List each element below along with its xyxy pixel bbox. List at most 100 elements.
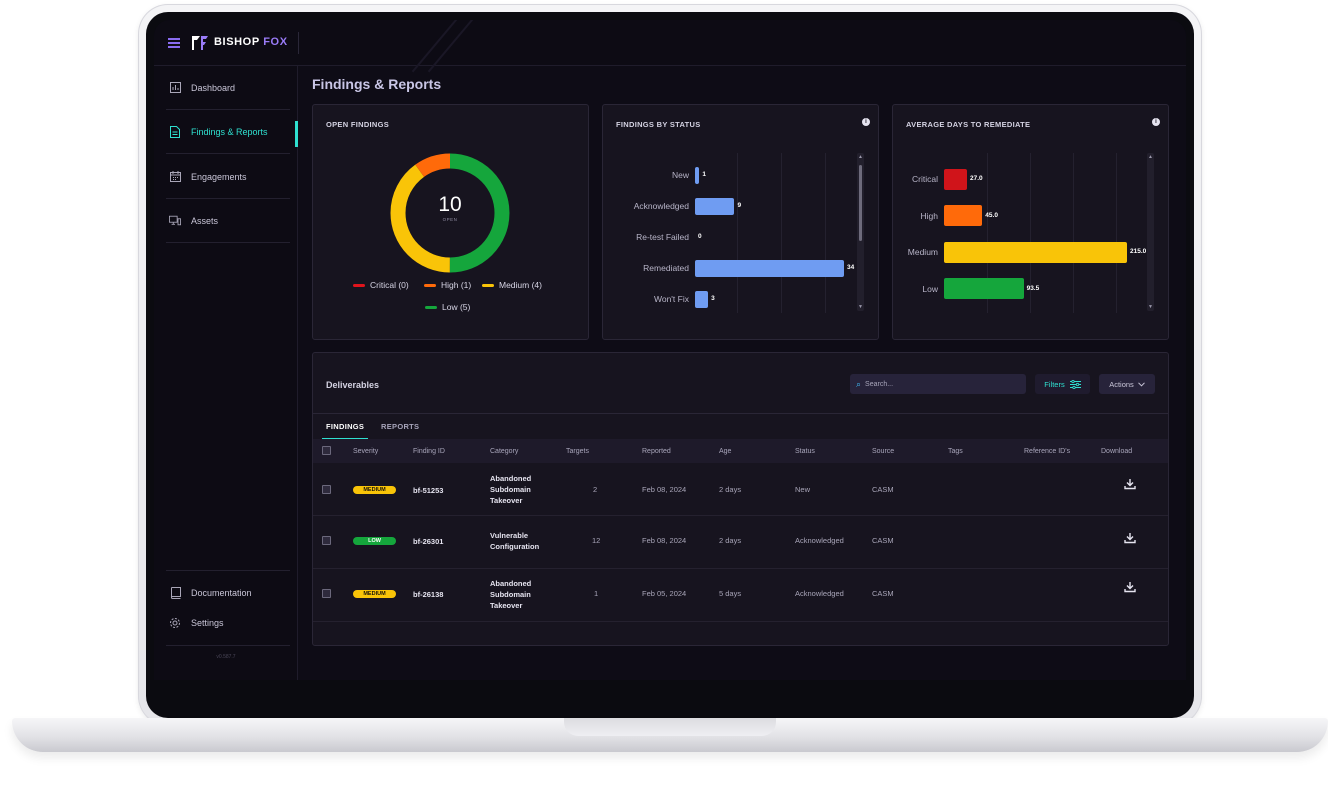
column-header[interactable]: Finding ID bbox=[413, 448, 445, 455]
menu-icon[interactable] bbox=[168, 38, 180, 48]
sidebar-item-documentation[interactable]: Documentation bbox=[166, 577, 290, 609]
severity-badge: LOW bbox=[353, 537, 396, 545]
bar-value-label: 45.0 bbox=[985, 211, 998, 219]
deliverables-title: Deliverables bbox=[326, 380, 380, 390]
info-icon[interactable]: i bbox=[862, 118, 870, 126]
row-checkbox[interactable] bbox=[322, 589, 331, 598]
legend-label: Critical (0) bbox=[370, 280, 409, 290]
bar-label: Remediated bbox=[643, 263, 689, 273]
sidebar-item-settings[interactable]: Settings bbox=[166, 607, 290, 639]
column-header[interactable]: Age bbox=[719, 448, 732, 455]
column-header[interactable]: Reported bbox=[642, 448, 671, 455]
legend-low[interactable]: Low (5) bbox=[425, 302, 470, 312]
finding-age: 5 days bbox=[719, 589, 742, 598]
info-icon[interactable]: i bbox=[1152, 118, 1160, 126]
bar-label: Medium bbox=[907, 247, 938, 257]
bar-value-label: 215.0 bbox=[1130, 248, 1147, 255]
bishop-fox-logo-icon bbox=[192, 36, 208, 50]
chart-bar[interactable] bbox=[944, 205, 983, 226]
chart-gridline bbox=[781, 153, 782, 313]
chart-bar[interactable] bbox=[695, 197, 735, 215]
bar-label: New bbox=[671, 170, 689, 180]
column-header[interactable]: Severity bbox=[353, 448, 379, 455]
finding-id[interactable]: bf-26138 bbox=[413, 590, 444, 599]
chart-bar[interactable] bbox=[695, 259, 844, 277]
bar-value-label: 34 bbox=[847, 264, 855, 271]
table-row[interactable]: LOW bf-26301 Vulnerable Configuration 12… bbox=[313, 516, 1168, 569]
bar-label: Acknowledged bbox=[633, 201, 689, 211]
search-placeholder: Search... bbox=[865, 380, 894, 388]
deliverables-card: Deliverables ⌕ Search... Filters Actions… bbox=[312, 352, 1169, 646]
findings-by-status-card: FINDINGS BY STATUS i ▲ ▼ New 1 Acknowledge… bbox=[602, 104, 879, 340]
finding-age: 2 days bbox=[719, 485, 742, 494]
scroll-down-icon[interactable]: ▼ bbox=[858, 304, 863, 310]
app-screen: BISHOP FOX Dashboard Findings & Reports … bbox=[154, 20, 1186, 680]
chart-scrollbar[interactable]: ▲ ▼ bbox=[1147, 153, 1154, 311]
donut-slice-medium[interactable] bbox=[390, 153, 510, 273]
actions-label: Actions bbox=[1109, 379, 1134, 389]
chart-bar[interactable] bbox=[944, 278, 1024, 299]
legend-medium[interactable]: Medium (4) bbox=[482, 280, 542, 290]
filters-button[interactable]: Filters bbox=[1035, 374, 1090, 394]
column-header[interactable]: Download bbox=[1101, 448, 1133, 455]
chart-gridline bbox=[1116, 153, 1117, 313]
chart-bar[interactable] bbox=[944, 168, 967, 190]
chart-bar[interactable] bbox=[944, 241, 1127, 263]
column-header[interactable]: Status bbox=[795, 448, 815, 455]
finding-status: Acknowledged bbox=[795, 536, 844, 545]
donut-slice-high[interactable] bbox=[390, 153, 510, 273]
finding-id[interactable]: bf-51253 bbox=[413, 486, 444, 495]
select-all-checkbox[interactable] bbox=[322, 446, 331, 455]
bar-value-label: 27.0 bbox=[969, 175, 983, 182]
legend-critical[interactable]: Critical (0) bbox=[353, 280, 409, 290]
bar-value-label: 1 bbox=[702, 171, 706, 178]
chart-bar[interactable] bbox=[695, 290, 709, 308]
column-header[interactable]: Reference ID's bbox=[1024, 448, 1071, 455]
actions-button[interactable]: Actions bbox=[1099, 374, 1155, 394]
scroll-up-icon[interactable]: ▲ bbox=[1148, 154, 1153, 160]
finding-reported: Feb 05, 2024 bbox=[642, 589, 687, 598]
scrollbar-thumb[interactable] bbox=[859, 165, 862, 241]
tab-reports[interactable]: REPORTS bbox=[381, 422, 420, 431]
download-icon[interactable] bbox=[1124, 581, 1136, 593]
active-indicator bbox=[295, 121, 298, 147]
search-input[interactable]: ⌕ Search... bbox=[850, 374, 1026, 394]
card-title: FINDINGS BY STATUS bbox=[616, 120, 701, 129]
column-header[interactable]: Source bbox=[872, 448, 895, 455]
sidebar-item-findings-reports[interactable]: Findings & Reports bbox=[166, 110, 290, 154]
search-icon: ⌕ bbox=[856, 378, 862, 389]
finding-source: CASM bbox=[872, 485, 894, 494]
tab-findings[interactable]: FINDINGS bbox=[326, 422, 365, 431]
sidebar-item-assets[interactable]: Assets bbox=[166, 199, 290, 243]
finding-id[interactable]: bf-26301 bbox=[413, 537, 444, 546]
chart-scrollbar[interactable]: ▲ ▼ bbox=[857, 153, 864, 311]
scroll-down-icon[interactable]: ▼ bbox=[1148, 304, 1153, 310]
sidebar-item-engagements[interactable]: Engagements bbox=[166, 155, 290, 199]
chart-gridline bbox=[737, 153, 738, 313]
bar-label: Re-test Failed bbox=[636, 232, 689, 242]
column-header[interactable]: Tags bbox=[948, 448, 963, 455]
download-icon[interactable] bbox=[1124, 478, 1136, 490]
table-row[interactable]: MEDIUM bf-51253 Abandoned Subdomain Take… bbox=[313, 463, 1168, 516]
row-checkbox[interactable] bbox=[322, 485, 331, 494]
sidebar-item-label: Assets bbox=[191, 215, 219, 226]
laptop-notch bbox=[564, 718, 776, 736]
finding-age: 2 days bbox=[719, 536, 742, 545]
finding-status: Acknowledged bbox=[795, 589, 844, 598]
chart-bar[interactable] bbox=[695, 166, 700, 184]
scroll-up-icon[interactable]: ▲ bbox=[858, 154, 863, 160]
download-icon[interactable] bbox=[1124, 532, 1136, 544]
filters-label: Filters bbox=[1044, 379, 1065, 389]
legend-high[interactable]: High (1) bbox=[424, 280, 471, 290]
open-findings-donut: 10 OPEN bbox=[388, 151, 512, 275]
open-findings-card: OPEN FINDINGS 10 OPEN Critical (0) High … bbox=[312, 104, 589, 340]
brand-name: BISHOP FOX bbox=[214, 36, 288, 48]
table-row[interactable]: MEDIUM bf-26138 Abandoned Subdomain Take… bbox=[313, 569, 1168, 622]
sidebar-item-label: Engagements bbox=[191, 171, 247, 182]
brand-name-part2: FOX bbox=[263, 36, 288, 48]
sidebar-item-dashboard[interactable]: Dashboard bbox=[166, 66, 290, 110]
column-header[interactable]: Targets bbox=[566, 448, 589, 455]
column-header[interactable]: Category bbox=[490, 448, 519, 455]
finding-reported: Feb 08, 2024 bbox=[642, 485, 687, 494]
row-checkbox[interactable] bbox=[322, 536, 331, 545]
